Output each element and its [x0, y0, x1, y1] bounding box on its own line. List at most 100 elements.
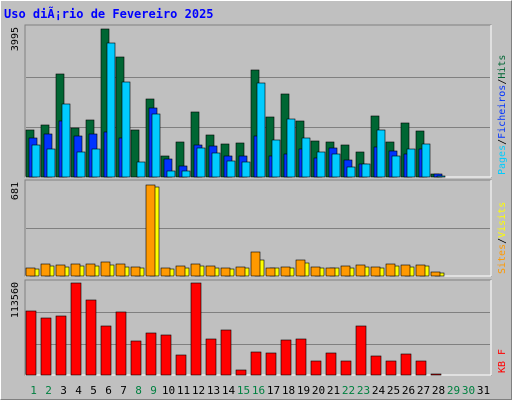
bar-hits-day-8	[130, 129, 140, 178]
bar-pages-day-1	[31, 144, 41, 178]
bar-pages-day-11	[181, 170, 191, 178]
bar-sites-day-8	[130, 266, 141, 277]
y-max-label: 681	[10, 182, 21, 200]
x-tick-label-day-4: 4	[75, 384, 82, 397]
bar-pages-day-24	[376, 129, 386, 178]
x-tick-label-day-19: 19	[297, 384, 310, 397]
bar-kbytes-day-26	[400, 353, 412, 376]
bar-pages-day-18	[286, 118, 296, 178]
legend-separator: /	[497, 238, 508, 244]
legend-visitors: Sites/Visits	[497, 202, 508, 274]
bar-kbytes-day-13	[205, 338, 217, 376]
bar-sites-day-14	[220, 267, 231, 277]
bar-sites-day-7	[115, 263, 126, 277]
x-tick-label-day-30: 30	[462, 384, 475, 397]
bar-sites-day-13	[205, 265, 216, 277]
x-tick-label-day-21: 21	[327, 384, 340, 397]
bar-sites-day-19	[295, 259, 306, 277]
bar-pages-day-12	[196, 147, 206, 178]
bar-kbytes-day-12	[190, 282, 202, 376]
x-tick-label-day-15: 15	[237, 384, 250, 397]
bar-pages-day-21	[331, 153, 341, 178]
x-tick-label-day-22: 22	[342, 384, 355, 397]
bar-pages-day-23	[361, 163, 371, 178]
bar-kbytes-day-8	[130, 340, 142, 376]
bar-pages-day-6	[106, 42, 116, 178]
bar-kbytes-day-22	[340, 360, 352, 376]
x-tick-label-day-17: 17	[267, 384, 280, 397]
legend-separator: /	[497, 139, 508, 145]
bar-pages-day-14	[226, 160, 236, 178]
bar-sites-day-17	[265, 267, 276, 277]
x-tick-label-day-9: 9	[150, 384, 157, 397]
bar-pages-day-17	[271, 139, 281, 178]
bar-sites-day-22	[340, 265, 351, 277]
x-tick-label-day-16: 16	[252, 384, 265, 397]
legend-traffic: KB F	[497, 349, 508, 373]
bar-pages-day-5	[91, 148, 101, 178]
bar-kbytes-day-27	[415, 360, 427, 376]
bar-sites-day-24	[370, 266, 381, 277]
x-tick-label-day-6: 6	[105, 384, 112, 397]
x-tick-label-day-10: 10	[162, 384, 175, 397]
bar-sites-day-1	[25, 267, 36, 277]
bar-pages-day-10	[166, 170, 176, 178]
x-tick-label-day-12: 12	[192, 384, 205, 397]
bar-kbytes-day-28	[430, 373, 442, 376]
bar-kbytes-day-15	[235, 369, 247, 376]
bar-pages-day-27	[421, 143, 431, 178]
x-tick-label-day-2: 2	[45, 384, 52, 397]
bar-kbytes-day-20	[310, 360, 322, 376]
panel-traffic: 113560 KB F	[10, 279, 508, 376]
bar-sites-day-2	[40, 263, 51, 277]
bar-kbytes-day-24	[370, 355, 382, 376]
bar-kbytes-day-25	[385, 360, 397, 376]
bar-kbytes-day-23	[355, 325, 367, 376]
bar-sites-day-27	[415, 264, 426, 277]
bar-pages-day-25	[391, 155, 401, 178]
bar-sites-day-16	[250, 251, 261, 277]
bar-kbytes-day-17	[265, 352, 277, 376]
bar-kbytes-day-21	[325, 352, 337, 376]
bar-sites-day-3	[55, 264, 66, 277]
y-max-label: 113560	[10, 282, 21, 318]
bar-kbytes-day-18	[280, 339, 292, 376]
bar-pages-day-16	[256, 82, 266, 178]
y-max-label: 3995	[10, 27, 21, 51]
x-tick-label-day-24: 24	[372, 384, 386, 397]
bar-sites-day-5	[85, 263, 96, 277]
bar-sites-day-10	[160, 267, 171, 277]
bar-pages-day-4	[76, 151, 86, 178]
bar-pages-day-2	[46, 148, 56, 178]
x-tick-label-day-28: 28	[432, 384, 445, 397]
bar-sites-day-21	[325, 267, 336, 277]
panel-requests: 3995 Pages/Ficheiros/Hits	[10, 24, 508, 178]
bar-sites-day-20	[310, 266, 321, 277]
bar-sites-day-11	[175, 265, 186, 277]
bar-kbytes-day-6	[100, 325, 112, 376]
x-tick-label-day-1: 1	[30, 384, 37, 397]
bar-pages-day-15	[241, 161, 251, 178]
x-tick-label-day-20: 20	[312, 384, 325, 397]
x-tick-label-day-3: 3	[60, 384, 67, 397]
x-tick-label-day-13: 13	[207, 384, 220, 397]
bar-pages-day-28	[436, 175, 446, 178]
legend-separator: /	[497, 79, 508, 85]
bar-pages-day-20	[316, 151, 326, 178]
bar-pages-day-7	[121, 81, 131, 178]
bar-kbytes-day-14	[220, 329, 232, 376]
legend-requests: Pages/Ficheiros/Hits	[497, 55, 508, 175]
legend-item-files: Ficheiros	[497, 85, 508, 139]
x-tick-label-day-29: 29	[447, 384, 460, 397]
bar-pages-day-8	[136, 161, 146, 178]
x-tick-label-day-23: 23	[357, 384, 370, 397]
legend-item-sites: Sites	[497, 244, 508, 274]
bar-kbytes-day-3	[55, 315, 67, 376]
bar-sites-day-12	[190, 263, 201, 277]
legend-item-visits: Visits	[497, 202, 508, 238]
bar-kbytes-day-9	[145, 332, 157, 376]
x-tick-label-day-14: 14	[222, 384, 236, 397]
x-tick-label-day-8: 8	[135, 384, 142, 397]
bar-pages-day-26	[406, 148, 416, 178]
